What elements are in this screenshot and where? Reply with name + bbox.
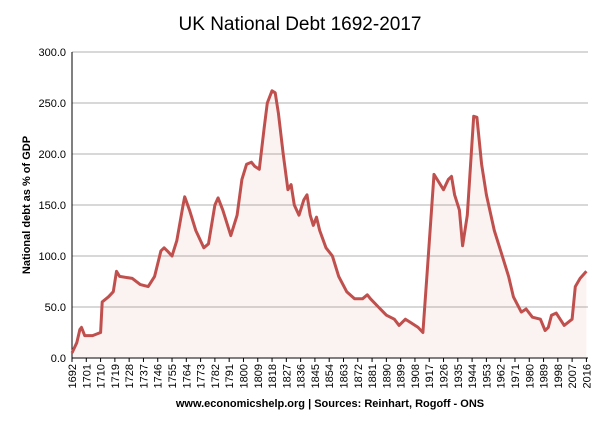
x-tick-label: 1692 xyxy=(67,364,79,388)
x-tick-label: 2007 xyxy=(567,364,579,388)
line xyxy=(70,89,588,354)
y-tick-label: 50.0 xyxy=(45,302,66,314)
y-tick-label: 0.0 xyxy=(51,353,66,365)
x-tick-label: 1944 xyxy=(467,364,479,388)
x-tick-label: 1998 xyxy=(553,364,565,388)
x-tick-label: 1863 xyxy=(338,364,350,388)
x-tick-label: 1746 xyxy=(153,364,165,388)
x-tick-label: 1854 xyxy=(324,364,336,388)
y-tick-label: 150.0 xyxy=(38,200,66,212)
x-tick-label: 1737 xyxy=(138,364,150,388)
x-tick-label: 1701 xyxy=(81,364,93,388)
x-tick-label: 1935 xyxy=(453,364,465,388)
x-tick-label: 1926 xyxy=(439,364,451,388)
x-tick-label: 1809 xyxy=(253,364,265,388)
x-tick-label: 1899 xyxy=(396,364,408,388)
x-tick-label: 1908 xyxy=(410,364,422,388)
y-tick-label: 100.0 xyxy=(38,251,66,263)
x-tick-label: 1719 xyxy=(110,364,122,388)
x-tick-label: 1980 xyxy=(524,364,536,388)
x-tick-label: 1989 xyxy=(539,364,551,388)
x-tick-label: 1971 xyxy=(510,364,522,388)
y-axis-label: National debt as % of GDP xyxy=(21,136,33,274)
y-tick-label: 200.0 xyxy=(38,149,66,161)
area-fill xyxy=(72,90,587,359)
x-tick-label: 1953 xyxy=(481,364,493,388)
y-tick-label: 300.0 xyxy=(38,47,66,59)
x-tick-label: 1782 xyxy=(210,364,222,388)
chart-title: UK National Debt 1692-2017 xyxy=(179,14,422,35)
y-tick-label: 250.0 xyxy=(38,98,66,110)
x-tick-label: 1710 xyxy=(96,364,108,388)
x-tick-label: 1800 xyxy=(238,364,250,388)
x-tick-label: 1872 xyxy=(353,364,365,388)
source-note: www.economicshelp.org | Sources: Reinhar… xyxy=(175,398,484,410)
x-tick-label: 1773 xyxy=(196,364,208,388)
x-tick-label: 1755 xyxy=(167,364,179,388)
x-tick-label: 1836 xyxy=(296,364,308,388)
x-tick-label: 1845 xyxy=(310,364,322,388)
x-tick-label: 1881 xyxy=(367,364,379,388)
x-tick-label: 1917 xyxy=(424,364,436,388)
x-tick-label: 1791 xyxy=(224,364,236,388)
x-tick-label: 1962 xyxy=(496,364,508,388)
x-tick-label: 2016 xyxy=(581,364,593,388)
x-tick-label: 1890 xyxy=(381,364,393,388)
x-tick-label: 1827 xyxy=(281,364,293,388)
x-tick-label: 1764 xyxy=(181,364,193,388)
x-tick-label: 1728 xyxy=(124,364,136,388)
x-tick-label: 1818 xyxy=(267,364,279,388)
